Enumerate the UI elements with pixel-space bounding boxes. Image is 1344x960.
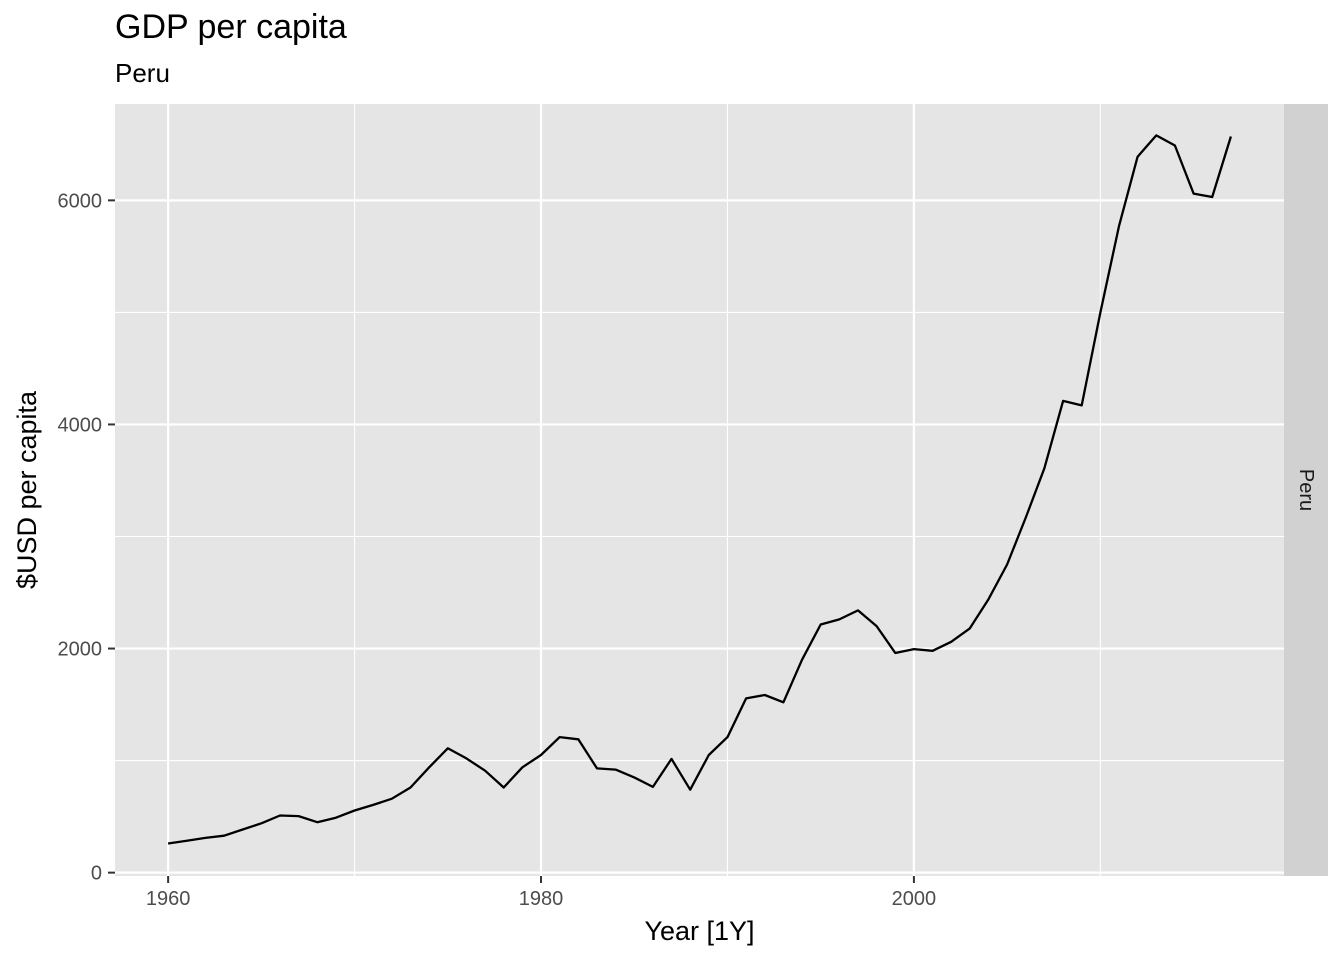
y-tick-label: 4000 [58, 414, 103, 436]
x-axis-title: Year [1Y] [644, 916, 754, 946]
y-tick-label: 2000 [58, 639, 103, 661]
chart-subtitle: Peru [115, 58, 170, 88]
y-tick-label: 0 [91, 863, 102, 885]
major-gridlines [115, 104, 1284, 876]
series-layer [167, 134, 1232, 845]
x-tick-label: 2000 [892, 888, 937, 910]
plot-panel [115, 104, 1284, 876]
y-tick-label: 6000 [58, 190, 103, 212]
x-tick-label: 1980 [519, 888, 564, 910]
x-tick-label: 1960 [146, 888, 191, 910]
series-line [167, 134, 1232, 845]
minor-gridlines [115, 104, 1284, 876]
axis-ticks [108, 199, 915, 883]
y-axis-title: $USD per capita [12, 390, 42, 589]
chart-title: GDP per capita [115, 8, 347, 46]
axis-tick-labels: 1960 1980 2000 0 2000 4000 6000 [58, 190, 937, 910]
facet-strip-label: Peru [1295, 469, 1317, 511]
facet-strip [1284, 104, 1328, 876]
